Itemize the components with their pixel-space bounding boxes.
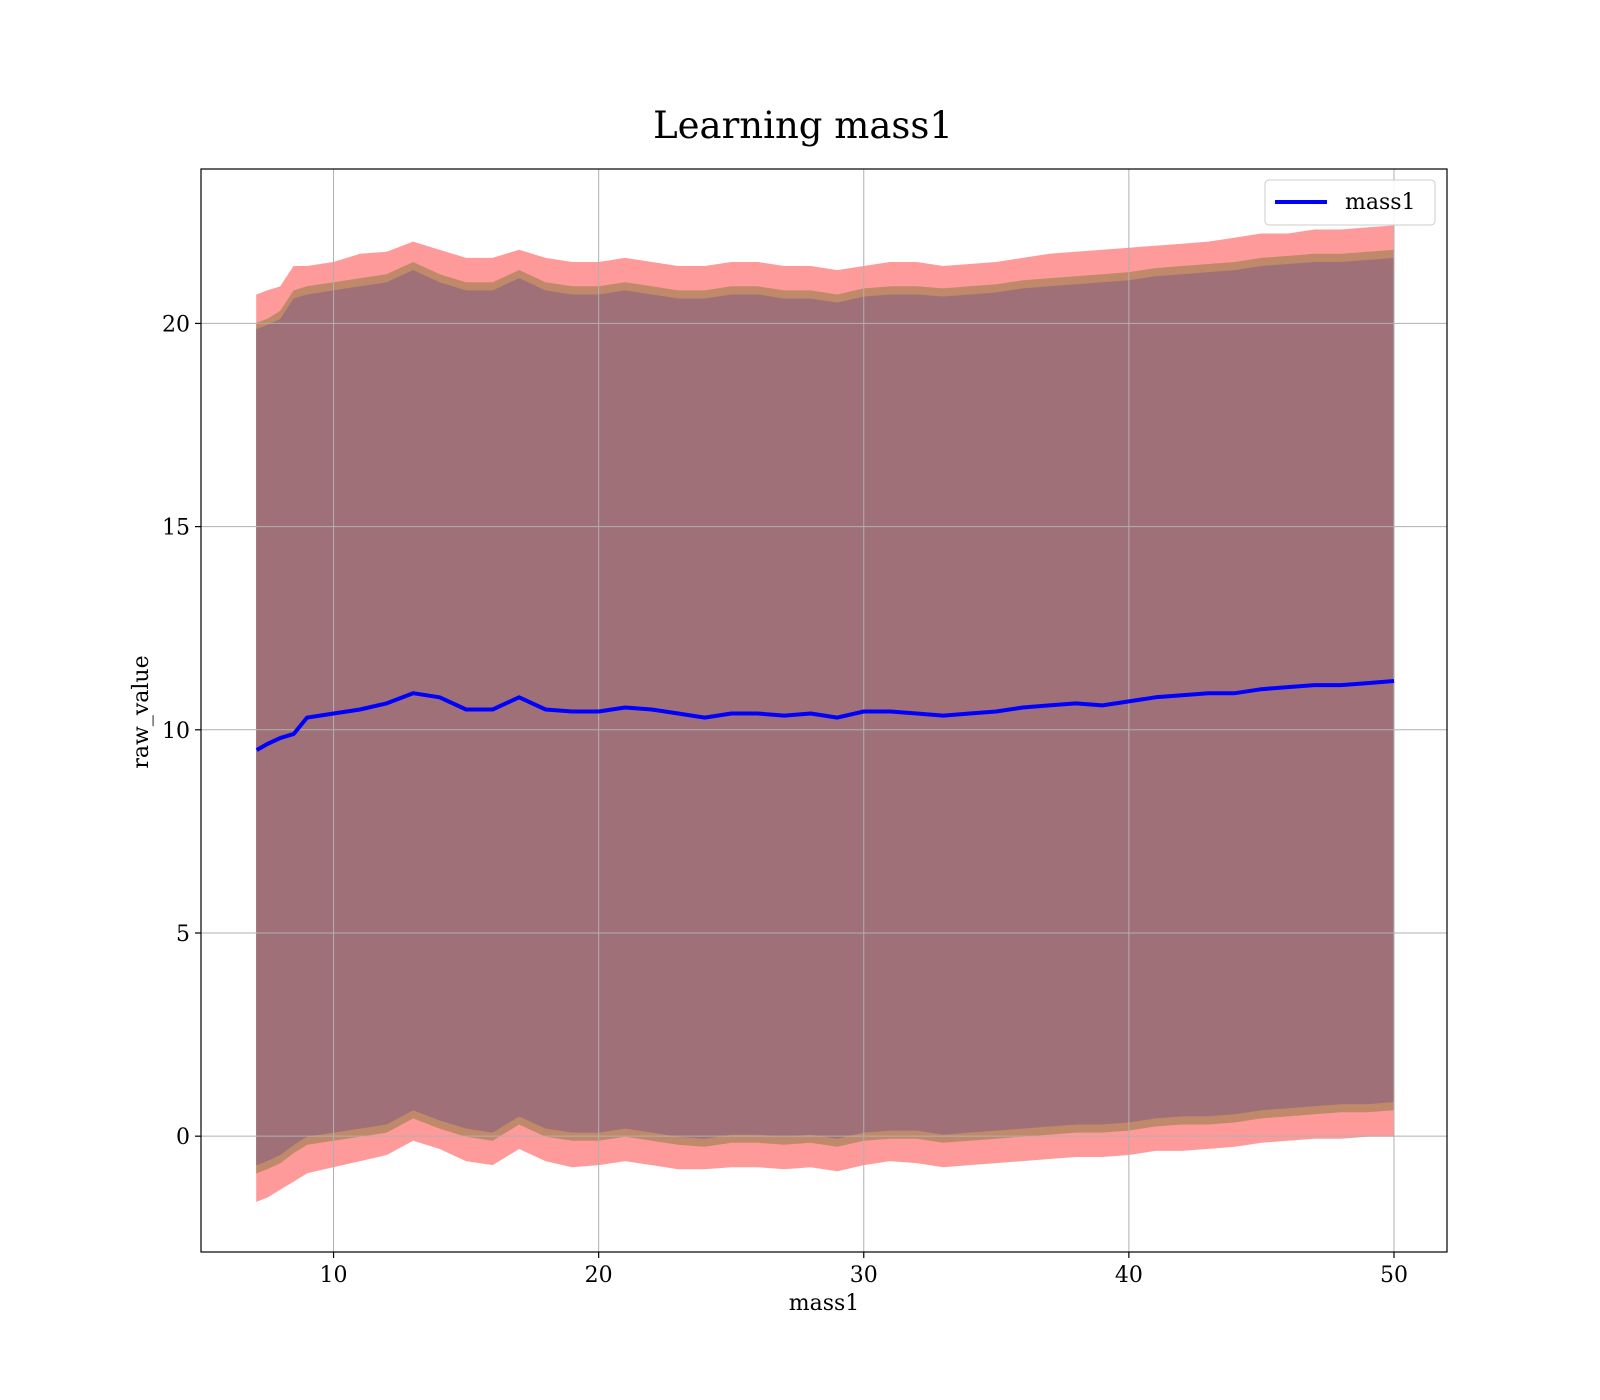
y-tick-label: 15: [162, 516, 190, 541]
legend-box: [1264, 179, 1436, 226]
series-line-mass1: [255, 679, 1395, 752]
y-tick-label: 20: [162, 312, 190, 337]
axes-frame: [200, 168, 1448, 1253]
legend-label-mass1: mass1: [1345, 190, 1416, 215]
axis-ticks: 10 20 30 40 50 0 5 10 15 20: [162, 312, 1408, 1288]
x-tick-label: 20: [585, 1263, 613, 1288]
y-tick-label: 0: [176, 1125, 190, 1150]
x-tick-label: 30: [850, 1263, 878, 1288]
chart-title: Learning mass1: [653, 104, 953, 147]
plot-area: [201, 169, 1447, 1252]
y-tick-label: 5: [176, 922, 190, 947]
y-tick-label: 10: [162, 719, 190, 744]
band-inner: [256, 257, 1395, 1166]
x-tick-label: 50: [1380, 1263, 1408, 1288]
y-axis-label: raw_value: [129, 655, 154, 768]
x-axis-label: mass1: [789, 1291, 860, 1316]
x-tick-label: 10: [320, 1263, 348, 1288]
legend: mass1: [1264, 179, 1436, 226]
x-tick-label: 40: [1115, 1263, 1143, 1288]
